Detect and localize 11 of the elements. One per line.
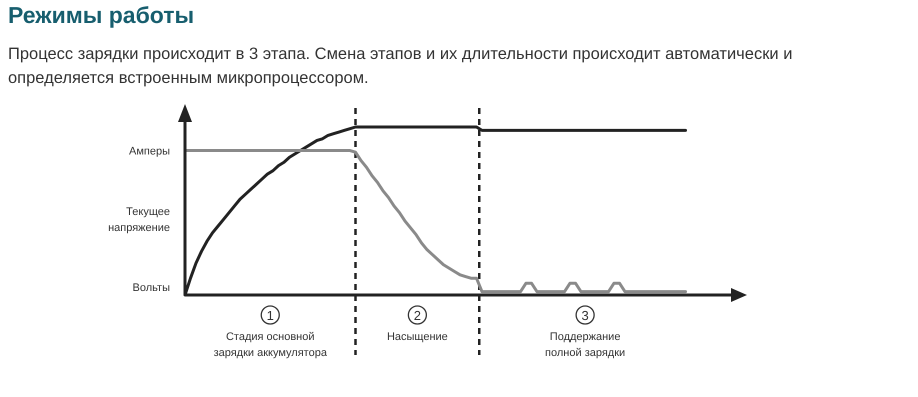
text: Поддержание полной зарядки bbox=[545, 331, 626, 359]
text: 3 bbox=[582, 308, 589, 323]
text: Текущее напряжение bbox=[108, 206, 170, 234]
text: Вольты bbox=[132, 282, 170, 294]
text: 2 bbox=[414, 308, 421, 323]
text: Стадия основной зарядки аккумулятора bbox=[214, 331, 328, 359]
text: 1 bbox=[266, 308, 274, 323]
text: Амперы bbox=[129, 146, 170, 158]
chart-title: Режимы работы bbox=[8, 2, 194, 29]
chart-subtitle: Процесс зарядки происходит в 3 этапа. Смена этапов и их длительности происходит автоматически и определяется встроенным микропроцессором. bbox=[8, 44, 794, 89]
text: Насыщение bbox=[386, 331, 448, 343]
